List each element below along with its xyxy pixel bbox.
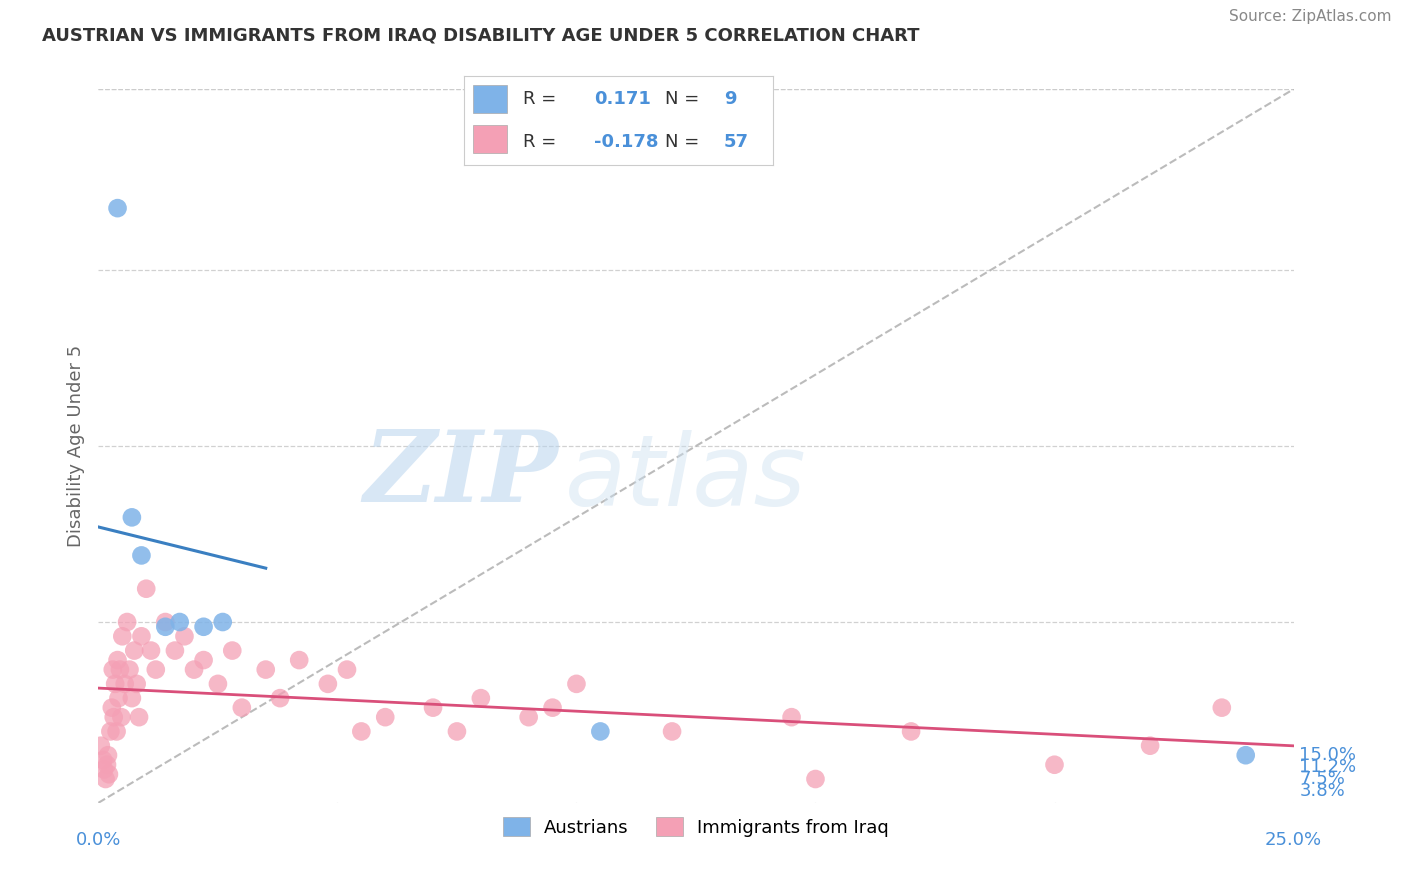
Text: 0.171: 0.171	[593, 90, 651, 108]
Point	[350, 724, 373, 739]
Text: R =: R =	[523, 133, 555, 151]
Point	[422, 700, 444, 714]
Point	[96, 757, 118, 772]
Text: 3.8%: 3.8%	[1299, 781, 1346, 800]
Point	[107, 201, 129, 215]
Point	[446, 724, 468, 739]
Point	[91, 753, 114, 767]
Point	[98, 724, 122, 739]
Point	[288, 653, 311, 667]
Point	[155, 620, 177, 634]
Point	[1211, 700, 1233, 714]
Y-axis label: Disability Age Under 5: Disability Age Under 5	[66, 345, 84, 547]
Point	[163, 643, 186, 657]
Text: atlas: atlas	[565, 430, 806, 526]
Point	[541, 700, 564, 714]
Text: N =: N =	[665, 90, 699, 108]
Point	[121, 691, 143, 706]
Point	[193, 653, 215, 667]
Point	[107, 653, 129, 667]
Point	[121, 510, 143, 524]
Text: 7.5%: 7.5%	[1299, 770, 1346, 788]
Point	[1234, 748, 1257, 763]
Point	[104, 677, 127, 691]
Point	[97, 748, 120, 763]
Point	[589, 724, 612, 739]
Point	[169, 615, 191, 629]
Bar	[474, 125, 508, 153]
Point	[900, 724, 922, 739]
Point	[145, 663, 167, 677]
Text: Source: ZipAtlas.com: Source: ZipAtlas.com	[1229, 9, 1392, 24]
Point	[131, 549, 153, 563]
Point	[115, 615, 138, 629]
Point	[336, 663, 359, 677]
Point	[231, 700, 253, 714]
Point	[254, 663, 277, 677]
Point	[183, 663, 205, 677]
Text: 57: 57	[724, 133, 749, 151]
Point	[94, 772, 117, 786]
Point	[780, 710, 803, 724]
Point	[118, 663, 141, 677]
Point	[114, 677, 136, 691]
Point	[661, 724, 683, 739]
Point	[101, 663, 124, 677]
Point	[211, 615, 233, 629]
Point	[125, 677, 148, 691]
Text: 9: 9	[724, 90, 737, 108]
Text: 25.0%: 25.0%	[1265, 831, 1322, 849]
Text: ZIP: ZIP	[364, 426, 558, 523]
Text: R =: R =	[523, 90, 555, 108]
Point	[97, 767, 120, 781]
Point	[135, 582, 157, 596]
Point	[110, 710, 132, 724]
Point	[207, 677, 229, 691]
Point	[155, 615, 177, 629]
Point	[1139, 739, 1161, 753]
Bar	[474, 85, 508, 113]
Point	[131, 629, 153, 643]
Point	[565, 677, 588, 691]
Point	[517, 710, 540, 724]
Point	[105, 724, 128, 739]
Point	[269, 691, 291, 706]
Text: 15.0%: 15.0%	[1299, 747, 1357, 764]
Point	[316, 677, 339, 691]
Text: -0.178: -0.178	[593, 133, 658, 151]
Point	[173, 629, 195, 643]
Text: N =: N =	[665, 133, 699, 151]
Point	[374, 710, 396, 724]
Point	[193, 620, 215, 634]
Point	[221, 643, 243, 657]
Point	[108, 663, 131, 677]
Point	[107, 691, 129, 706]
Point	[804, 772, 827, 786]
Point	[470, 691, 492, 706]
Point	[128, 710, 150, 724]
Point	[101, 700, 124, 714]
Point	[1043, 757, 1066, 772]
Point	[90, 739, 112, 753]
Point	[93, 763, 115, 777]
Point	[111, 629, 134, 643]
Text: 11.2%: 11.2%	[1299, 758, 1357, 776]
Text: 0.0%: 0.0%	[76, 831, 121, 849]
Legend: Austrians, Immigrants from Iraq: Austrians, Immigrants from Iraq	[495, 810, 897, 844]
Point	[103, 710, 125, 724]
Point	[139, 643, 162, 657]
Text: AUSTRIAN VS IMMIGRANTS FROM IRAQ DISABILITY AGE UNDER 5 CORRELATION CHART: AUSTRIAN VS IMMIGRANTS FROM IRAQ DISABIL…	[42, 27, 920, 45]
Point	[124, 643, 146, 657]
